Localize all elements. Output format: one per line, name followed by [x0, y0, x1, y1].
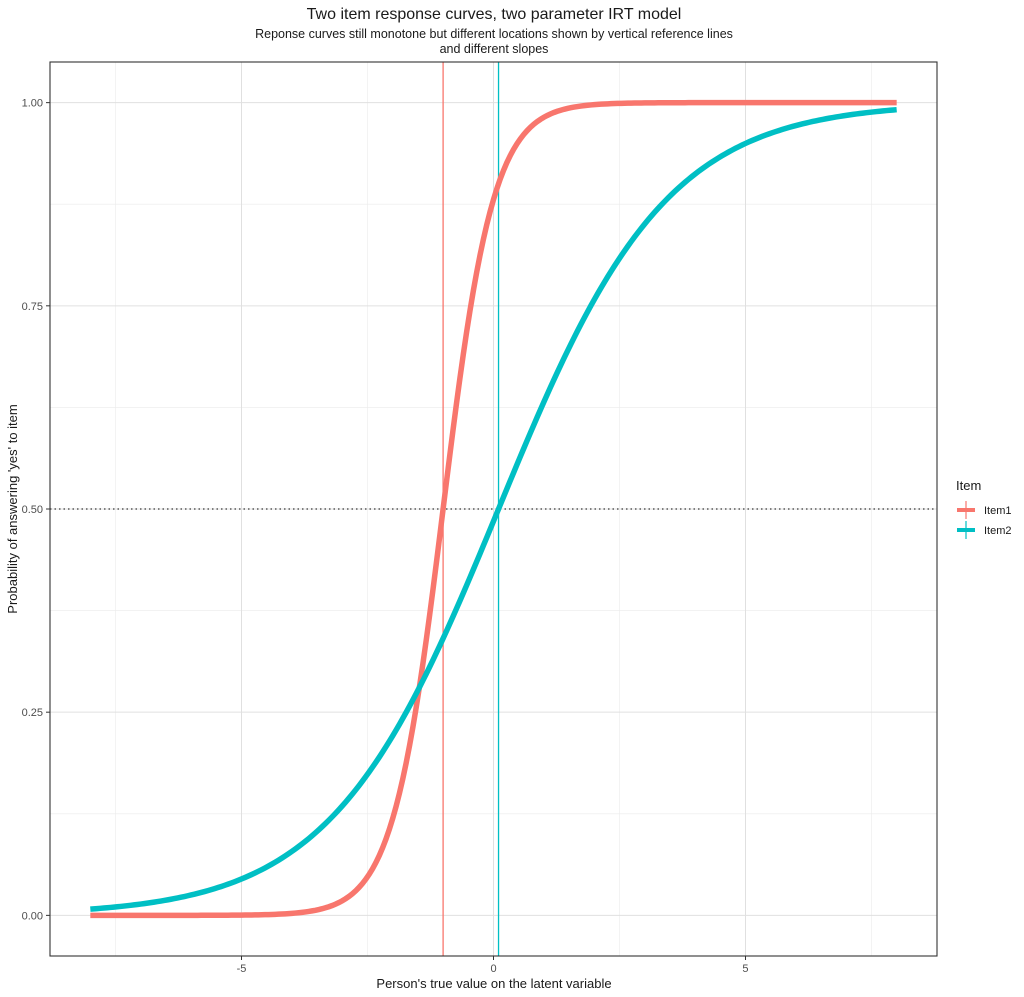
curve-item1 — [90, 99, 897, 919]
y-tick-label: 1.00 — [22, 98, 43, 110]
x-axis-ticks: -5 0 5 — [237, 956, 749, 975]
major-gridlines — [50, 62, 937, 956]
x-tick-label: -5 — [237, 963, 247, 975]
y-tick-label: 0.50 — [22, 504, 43, 516]
legend-label-item2: Item2 — [984, 525, 1012, 537]
x-tick-label: 5 — [742, 963, 748, 975]
chart-subtitle-line-1: Reponse curves still monotone but differ… — [255, 27, 733, 41]
chart-subtitle-line-2: and different slopes — [440, 42, 549, 56]
y-tick-label: 0.00 — [22, 910, 43, 922]
legend-title: Item — [956, 478, 981, 493]
x-axis-label: Person's true value on the latent variab… — [376, 976, 611, 991]
legend-label-item1: Item1 — [984, 505, 1012, 517]
legend: Item Item1 Item2 — [956, 478, 1012, 539]
x-tick-label: 0 — [490, 963, 496, 975]
y-tick-label: 0.25 — [22, 707, 43, 719]
response-curves — [90, 99, 897, 919]
chart-title: Two item response curves, two parameter … — [307, 6, 682, 23]
y-axis-label: Probability of answering 'yes' to item — [5, 404, 20, 613]
y-axis-ticks: 0.00 0.25 0.50 0.75 1.00 — [22, 98, 50, 922]
curve-item2 — [90, 106, 897, 912]
y-tick-label: 0.75 — [22, 301, 43, 313]
